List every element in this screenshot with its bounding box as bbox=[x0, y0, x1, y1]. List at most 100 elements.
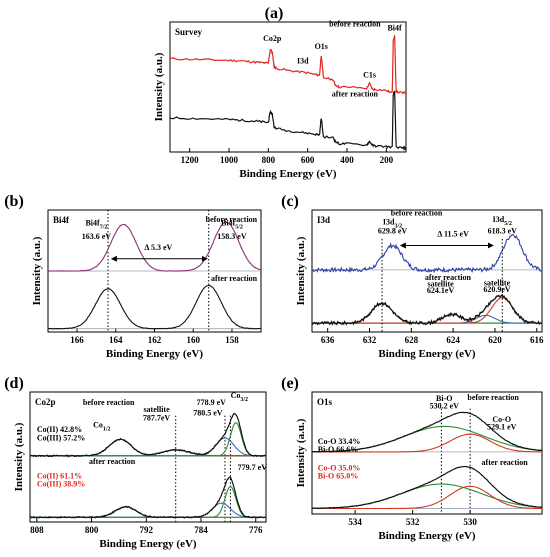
annotation-label: satellite bbox=[143, 405, 170, 414]
annotation-label: before reaction bbox=[83, 398, 135, 407]
annotation-label: Bi-O 65.0% bbox=[318, 472, 358, 481]
annotation-label: after reaction bbox=[482, 458, 529, 467]
x-axis-label: Binding Energy (eV) bbox=[378, 348, 476, 360]
annotation-label: after reaction bbox=[211, 274, 258, 283]
series-line bbox=[48, 221, 261, 272]
plot-area bbox=[312, 408, 542, 514]
series-line bbox=[312, 293, 542, 326]
panel-label: (b) bbox=[4, 193, 24, 210]
annotation-label: 780.5 eV bbox=[193, 409, 223, 418]
x-tick-label: 200 bbox=[380, 155, 394, 165]
panel-label: (e) bbox=[281, 375, 299, 392]
plot-frame bbox=[169, 21, 407, 153]
fit-component-line bbox=[30, 486, 266, 518]
envelope-line bbox=[312, 411, 542, 453]
panel-a: 1200 1000 800 600 400 200 Binding Energy (eV) I… bbox=[153, 5, 407, 180]
plot-frame bbox=[311, 391, 543, 515]
annotation-label: 618.3 eV bbox=[488, 226, 518, 235]
x-tick-label: 530 bbox=[463, 517, 477, 527]
x-tick-label: 636 bbox=[321, 335, 335, 345]
x-tick-label: 776 bbox=[249, 525, 263, 535]
fit-component-line bbox=[312, 433, 542, 453]
series-line bbox=[48, 284, 261, 330]
annotation-label: Co(II) 42.8% bbox=[37, 425, 82, 434]
plot-area bbox=[48, 210, 261, 332]
annotation-label: Co-O 35.0% bbox=[318, 464, 361, 473]
x-tick-label: 800 bbox=[85, 525, 99, 535]
annotation-label: 529.1 eV bbox=[487, 423, 517, 432]
annotation-label: Bi-O 66.6% bbox=[318, 445, 358, 454]
peak-label-co2p: Co1/2 bbox=[93, 420, 110, 432]
fit-component-line bbox=[312, 485, 542, 510]
x-tick-label: 1000 bbox=[220, 155, 239, 165]
x-tick-label: 1200 bbox=[181, 155, 200, 165]
x-axis-label: Binding Energy (eV) bbox=[99, 538, 197, 550]
x-tick-label: 400 bbox=[340, 155, 354, 165]
peak-label-co2p: Co3/2 bbox=[231, 391, 248, 403]
peak-label-i3d-32: I3d3/2 bbox=[383, 217, 402, 229]
x-axis-label: Binding Energy (eV) bbox=[378, 530, 476, 542]
x-tick-label: 166 bbox=[70, 335, 84, 345]
fit-component-line bbox=[312, 302, 542, 324]
panel-b: 166 164 162 160 158 Binding Energy (eV) Intens… bbox=[4, 193, 262, 360]
fit-component-line bbox=[312, 313, 542, 324]
panel-title: I3d bbox=[317, 215, 330, 225]
plot-area bbox=[312, 233, 542, 332]
y-axis-label: Intensity (a.u.) bbox=[13, 422, 25, 491]
plot-frame bbox=[29, 391, 267, 523]
x-tick-label: 632 bbox=[363, 335, 377, 345]
annotation-label: Bi4f bbox=[387, 23, 402, 32]
y-axis-label: Intensity (a.u.) bbox=[153, 52, 165, 121]
panel-c: 636 632 628 624 620 616 Binding Energy (eV) Int… bbox=[281, 193, 544, 360]
x-axis-label: Binding Energy (eV) bbox=[239, 168, 337, 180]
x-tick-label: 158 bbox=[225, 335, 239, 345]
annotation-label: Δ 11.5 eV bbox=[437, 230, 469, 239]
peak-label-bi4f-72: Bi4f7/2 bbox=[85, 219, 107, 231]
annotation-label: 778.9 eV bbox=[197, 398, 227, 407]
series-line bbox=[170, 90, 406, 152]
y-axis-label: Intensity (a.u.) bbox=[295, 236, 307, 305]
annotation-label: after reaction bbox=[425, 273, 472, 282]
x-tick-label: 160 bbox=[186, 335, 200, 345]
annotation-label: O1s bbox=[315, 42, 328, 51]
annotation-label: Co-O bbox=[492, 415, 511, 424]
annotation-label: Co(III) 38.9% bbox=[37, 480, 85, 489]
annotation-label: satellite bbox=[484, 278, 511, 287]
x-tick-label: 624 bbox=[446, 335, 460, 345]
plot-area bbox=[170, 35, 406, 152]
envelope-line bbox=[30, 477, 266, 518]
x-axis-label: Binding Energy (eV) bbox=[106, 348, 204, 360]
annotation-label: before reaction bbox=[206, 215, 258, 224]
x-tick-label: 628 bbox=[405, 335, 419, 345]
fit-component-line bbox=[312, 314, 542, 324]
panel-label: (a) bbox=[265, 5, 284, 22]
annotation-label: before reaction bbox=[329, 20, 381, 29]
annotation-label: after reaction bbox=[332, 89, 379, 98]
peak-label-i3d-52: I3d5/2 bbox=[493, 215, 512, 227]
annotation-label: Co-O 33.4% bbox=[318, 437, 361, 446]
annotation-label: before reaction bbox=[467, 393, 519, 402]
x-tick-label: 620 bbox=[488, 335, 502, 345]
y-axis-label: Intensity (a.u.) bbox=[31, 236, 43, 305]
x-tick-label: 808 bbox=[30, 525, 44, 535]
annotation-label: Co(III) 57.2% bbox=[37, 433, 85, 442]
annotation-label: 163.6 eV bbox=[82, 232, 112, 241]
x-tick-label: 534 bbox=[348, 517, 362, 527]
annotation-label: 629.8 eV bbox=[378, 226, 408, 235]
x-tick-label: 800 bbox=[262, 155, 276, 165]
x-tick-label: 600 bbox=[301, 155, 315, 165]
annotation-label: Co(II) 61.1% bbox=[37, 471, 82, 480]
envelope-line bbox=[312, 295, 542, 324]
annotation-label: C1s bbox=[363, 71, 376, 80]
annotation-label: Bi-O bbox=[436, 394, 452, 403]
series-line bbox=[170, 35, 406, 95]
annotation-label: 158.3 eV bbox=[217, 232, 247, 241]
x-tick-label: 532 bbox=[406, 517, 420, 527]
panel-title: Survey bbox=[175, 27, 203, 37]
x-tick-label: 784 bbox=[194, 525, 208, 535]
annotation-label: 620.9eV bbox=[483, 285, 511, 294]
panel-label: (c) bbox=[281, 193, 299, 210]
x-tick-label: 792 bbox=[140, 525, 154, 535]
annotation-label: I3d bbox=[297, 56, 309, 65]
